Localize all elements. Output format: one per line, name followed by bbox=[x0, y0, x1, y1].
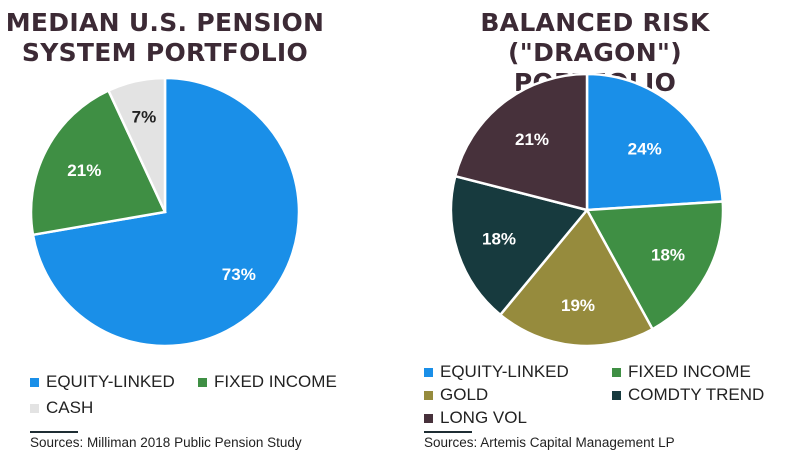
dragon-legend-item-fixed-income: FIXED INCOME bbox=[612, 362, 751, 382]
dragon-legend-item-comdty-trend: COMDTY TREND bbox=[612, 385, 764, 405]
dragon-legend-item-long-vol: LONG VOL bbox=[424, 408, 527, 428]
dragon-legend-label-equity-linked: EQUITY-LINKED bbox=[440, 362, 569, 381]
dragon-legend-label-gold: GOLD bbox=[440, 385, 489, 404]
dragon-slice-equity-linked bbox=[585, 72, 725, 212]
dragon-slice-fixed-income bbox=[584, 200, 725, 331]
dragon-slice-label-fixed-income: 18% bbox=[651, 246, 685, 265]
source-note-pension: Sources: Milliman 2018 Public Pension St… bbox=[30, 435, 302, 450]
pension-legend-label-cash: CASH bbox=[46, 398, 94, 417]
dragon-slice-label-comdty-trend: 18% bbox=[482, 230, 516, 249]
dragon-legend-item-equity-linked: EQUITY-LINKED bbox=[424, 362, 569, 382]
chart-title-pension: MEDIAN U.S. PENSION SYSTEM PORTFOLIO bbox=[0, 8, 330, 68]
chart-title-dragon-line1: BALANCED RISK bbox=[480, 8, 710, 37]
pension-legend-item-fixed-income: FIXED INCOME bbox=[198, 372, 337, 392]
dragon-legend-swatch-comdty-trend bbox=[612, 390, 621, 400]
dragon-legend-label-long-vol: LONG VOL bbox=[440, 408, 527, 427]
chart-title-pension-line1: MEDIAN U.S. PENSION bbox=[5, 8, 325, 37]
dragon-legend-swatch-fixed-income bbox=[612, 367, 621, 377]
dragon-legend-label-comdty-trend: COMDTY TREND bbox=[628, 385, 765, 404]
dragon-slice-label-long-vol: 21% bbox=[515, 130, 549, 149]
dragon-legend-swatch-equity-linked bbox=[424, 367, 433, 377]
dragon-legend-swatch-long-vol bbox=[424, 413, 433, 423]
dragon-slice-comdty-trend bbox=[449, 174, 590, 317]
pension-legend-swatch-equity-linked bbox=[30, 377, 39, 387]
dragon-legend-label-fixed-income: FIXED INCOME bbox=[628, 362, 751, 381]
dragon-slice-label-gold: 19% bbox=[561, 296, 595, 315]
dragon-legend-item-gold: GOLD bbox=[424, 385, 488, 405]
source-divider-left bbox=[30, 431, 78, 433]
pension-slice-label-fixed-income: 21% bbox=[67, 161, 101, 180]
dragon-slice-label-equity-linked: 24% bbox=[628, 140, 662, 159]
pension-legend-item-cash: CASH bbox=[30, 398, 93, 418]
source-divider-right bbox=[424, 431, 472, 433]
chart-title-pension-line2: SYSTEM PORTFOLIO bbox=[21, 38, 309, 67]
dragon-legend-swatch-gold bbox=[424, 390, 433, 400]
pension-slice-fixed-income bbox=[29, 88, 167, 237]
source-note-dragon: Sources: Artemis Capital Management LP bbox=[424, 435, 675, 450]
pension-slice-cash bbox=[106, 76, 167, 213]
pension-legend-label-fixed-income: FIXED INCOME bbox=[214, 372, 337, 391]
dragon-slice-long-vol bbox=[453, 72, 589, 212]
dragon-slice-gold bbox=[498, 207, 655, 348]
dragon-pie-chart: 24% 18% 19% 18% 21% bbox=[449, 72, 725, 348]
pension-legend-item-equity-linked: EQUITY-LINKED bbox=[30, 372, 175, 392]
pension-pie-chart: 73% 21% 7% bbox=[29, 76, 301, 348]
pension-slice-label-cash: 7% bbox=[132, 108, 157, 127]
pension-legend-swatch-fixed-income bbox=[198, 377, 207, 387]
pension-slice-label-equity-linked: 73% bbox=[222, 265, 256, 284]
pension-legend-label-equity-linked: EQUITY-LINKED bbox=[46, 372, 175, 391]
pension-legend-swatch-cash bbox=[30, 403, 39, 413]
